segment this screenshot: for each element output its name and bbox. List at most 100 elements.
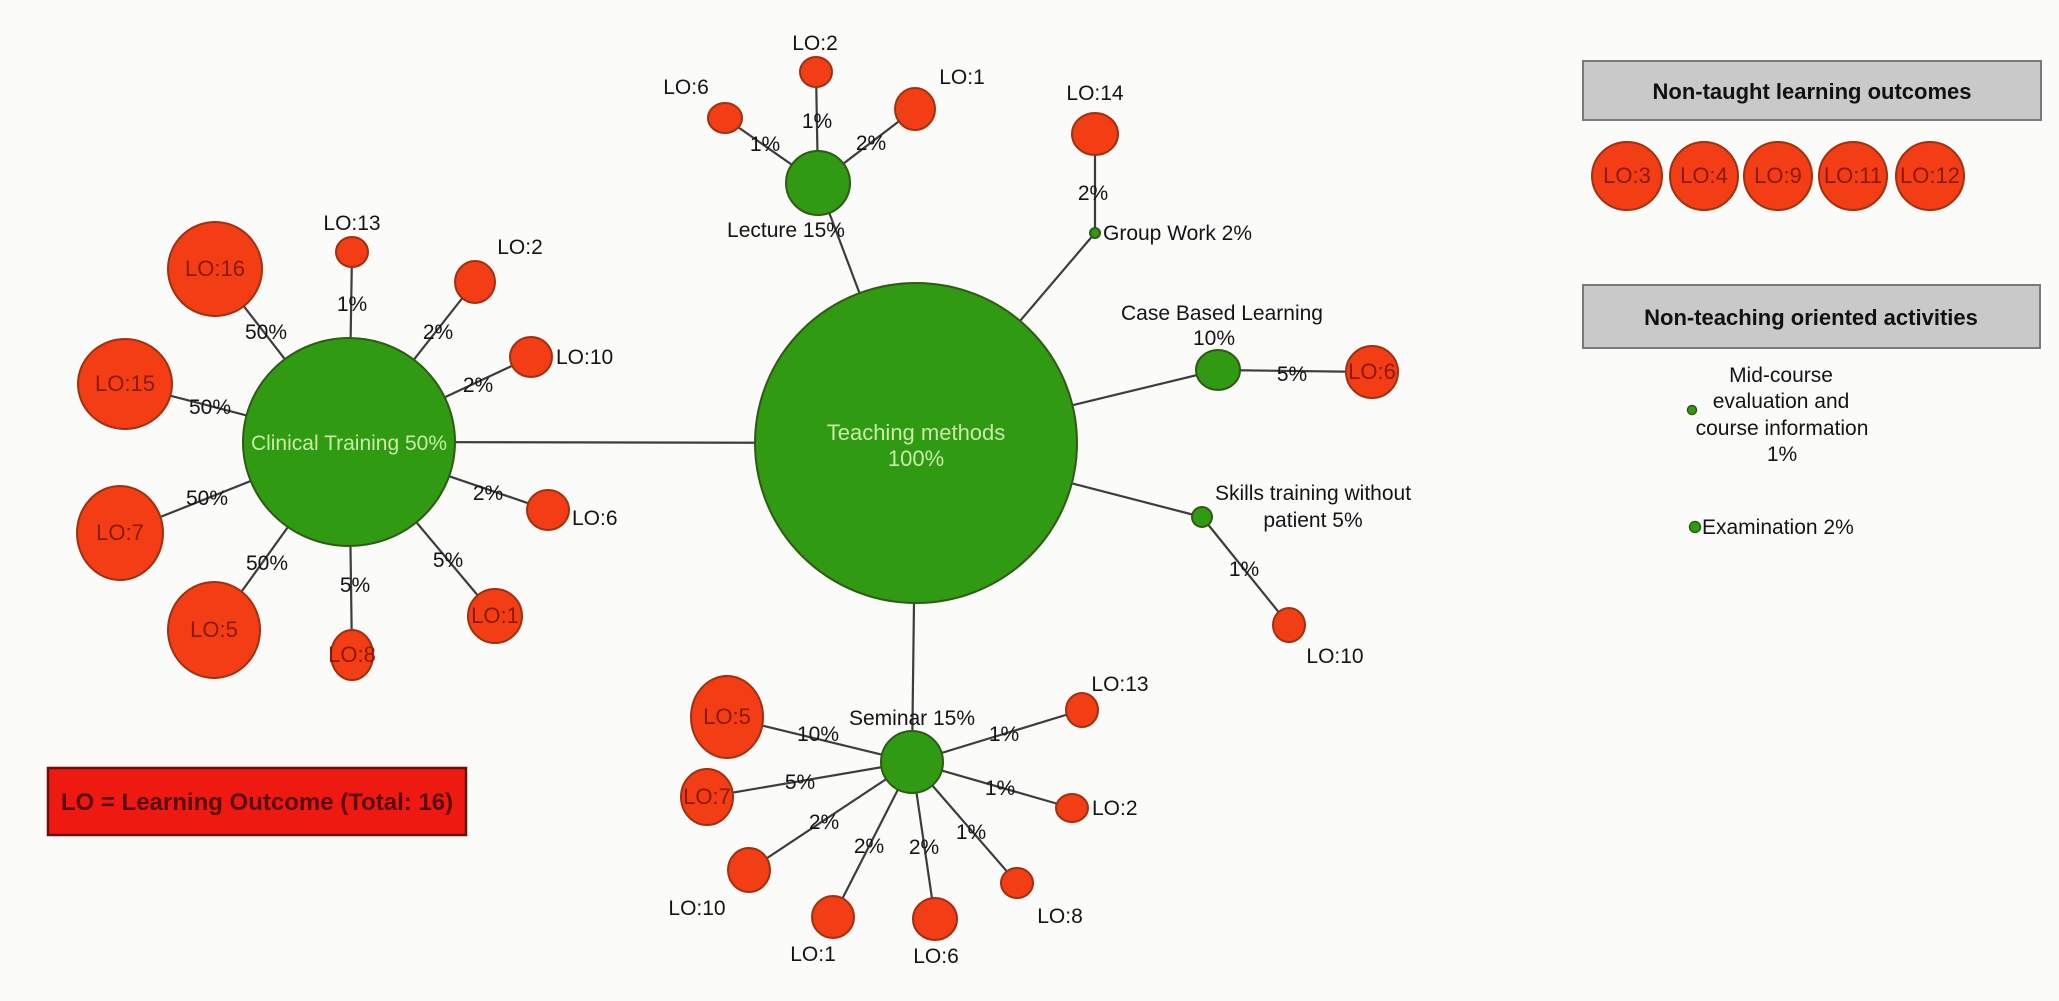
non-teaching-activities-panel-title: Non-teaching oriented activities — [1644, 305, 1978, 330]
skills-training-node — [1191, 506, 1213, 528]
non-taught-lo4-node — [1669, 141, 1739, 211]
edge-weight-label-clinical-c6: 2% — [473, 482, 503, 505]
group-work-node-label: Group Work 2% — [1103, 222, 1252, 245]
non-taught-outcomes-panel — [1582, 60, 2042, 121]
edge-weight-label-lecture-l1: 2% — [856, 132, 886, 155]
edge-weight-label-skills-sk10: 1% — [1229, 558, 1259, 581]
clinical-lo10-node-label: LO:10 — [556, 346, 613, 369]
clinical-lo7-node-label: LO:7 — [96, 520, 144, 545]
lecture-lo6-node — [707, 102, 743, 134]
seminar-lo10-node-label: LO:10 — [668, 897, 725, 920]
lecture-lo1-node — [894, 87, 936, 131]
mid-course-evaluation-label: Mid-course — [1729, 364, 1833, 387]
seminar-lo8-node — [1000, 867, 1034, 899]
non-taught-outcomes-panel-title: Non-taught learning outcomes — [1653, 79, 1972, 104]
edge-weight-label-seminar-s8: 1% — [956, 821, 986, 844]
seminar-node — [880, 730, 944, 794]
clinical-lo7-node — [76, 485, 164, 581]
seminar-lo13-node — [1065, 692, 1099, 728]
seminar-lo1-node-label: LO:1 — [790, 943, 836, 966]
edge-skills-sk10 — [1201, 516, 1290, 626]
clinical-lo16-node-label: LO:16 — [185, 256, 245, 281]
lecture-lo2-node-label: LO:2 — [792, 32, 838, 55]
case-based-lo6-node — [1345, 345, 1399, 399]
non-taught-lo12-node-label: LO:12 — [1900, 163, 1960, 188]
mid-course-evaluation-label: course information — [1696, 417, 1869, 440]
edge-weight-label-lecture-l2: 1% — [802, 110, 832, 133]
edge-weight-label-clinical-c10: 2% — [463, 374, 493, 397]
group-work-lo14-node-label: LO:14 — [1066, 82, 1124, 105]
edge-seminar-s10 — [748, 761, 913, 871]
clinical-lo8-node-label: LO:8 — [328, 642, 376, 667]
clinical-lo13-node — [335, 236, 369, 268]
clinical-lo16-node — [167, 221, 263, 317]
mid-course-evaluation-dot — [1686, 404, 1698, 416]
seminar-lo7-node-label: LO:7 — [683, 784, 731, 809]
edge-weight-label-cbl-cbl6: 5% — [1277, 363, 1307, 386]
skills-lo10-node — [1272, 607, 1306, 643]
edge-weight-label-seminar-s6: 2% — [909, 836, 939, 859]
skills-training-node-label: patient 5% — [1263, 509, 1362, 532]
mid-course-evaluation-label: 1% — [1767, 443, 1797, 466]
case-based-lo6-node-label: LO:6 — [1348, 359, 1396, 384]
examination-label: Examination 2% — [1702, 516, 1854, 539]
edge-weight-label-seminar-s7: 5% — [785, 771, 815, 794]
panels-layer: Non-taught learning outcomes Non-teaching… — [46, 60, 2042, 837]
group-work-lo14-node — [1071, 112, 1119, 156]
non-teaching-activities-panel — [1582, 284, 2041, 349]
seminar-lo10-node — [727, 847, 771, 893]
group-work-node — [1089, 227, 1101, 239]
seminar-lo6-node — [912, 897, 958, 941]
teaching-methods-node-label: 100% — [888, 446, 944, 471]
legend-box — [46, 766, 468, 837]
clinical-lo5-node-label: LO:5 — [190, 617, 238, 642]
skills-lo10-node-label: LO:10 — [1306, 645, 1363, 668]
clinical-lo5-node — [167, 581, 261, 679]
lecture-node — [785, 150, 851, 216]
examination-dot — [1688, 520, 1702, 534]
seminar-lo5-node-label: LO:5 — [703, 704, 751, 729]
clinical-lo1-node-label: LO:1 — [471, 603, 519, 628]
edge-weight-label-seminar-s13: 1% — [989, 723, 1019, 746]
clinical-lo8-node — [330, 629, 374, 681]
clinical-lo2-node-label: LO:2 — [497, 236, 543, 259]
non-taught-lo11-node — [1818, 141, 1888, 211]
case-based-learning-node — [1195, 349, 1241, 391]
non-taught-lo11-node-label: LO:11 — [1824, 163, 1882, 188]
edge-weight-label-clinical-c7: 50% — [186, 487, 228, 510]
clinical-training-node-label: Clinical Training 50% — [251, 432, 447, 455]
non-taught-lo9-node — [1743, 141, 1813, 211]
skills-training-node-label: Skills training without — [1215, 482, 1411, 505]
clinical-training-node — [242, 337, 456, 547]
seminar-node-label: Seminar 15% — [849, 707, 975, 730]
edge-weight-label-clinical-c5: 50% — [246, 552, 288, 575]
seminar-lo6-node-label: LO:6 — [913, 945, 959, 968]
non-taught-lo12-node — [1895, 141, 1965, 211]
clinical-lo15-node-label: LO:15 — [95, 371, 155, 396]
mid-course-evaluation-label: evaluation and — [1713, 390, 1850, 413]
non-taught-lo9-node-label: LO:9 — [1754, 163, 1802, 188]
lecture-lo1-node-label: LO:1 — [939, 66, 985, 89]
seminar-lo7-node — [680, 768, 734, 826]
edge-weight-label-clinical-c13: 1% — [337, 293, 367, 316]
edge-labels-layer: 50% 1% 2% 2% 50% 50% 50% 5% 5% 2% 1% 1% 2% 2% 5% 1% 10% 5… — [186, 110, 1307, 859]
clinical-lo13-node-label: LO:13 — [323, 212, 380, 235]
edge-weight-label-groupwork-gw14: 2% — [1078, 182, 1108, 205]
clinical-lo15-node — [77, 338, 173, 430]
non-taught-lo4-node-label: LO:4 — [1680, 163, 1728, 188]
legend-text: LO = Learning Outcome (Total: 16) — [61, 789, 453, 816]
edge-weight-label-lecture-l6: 1% — [750, 133, 780, 156]
clinical-lo2-node — [454, 260, 496, 304]
seminar-lo1-node — [811, 895, 855, 939]
seminar-lo2-node-label: LO:2 — [1092, 797, 1138, 820]
edge-weight-label-clinical-c2: 2% — [423, 321, 453, 344]
clinical-lo6-node — [526, 489, 570, 531]
edge-weight-label-clinical-c8: 5% — [340, 574, 370, 597]
teaching-methods-node — [754, 282, 1078, 604]
seminar-lo8-node-label: LO:8 — [1037, 905, 1083, 928]
case-based-learning-node-label: Case Based Learning — [1121, 302, 1323, 325]
edge-weight-label-clinical-c16: 50% — [245, 321, 287, 344]
edge-seminar-s7 — [706, 760, 913, 799]
lecture-node-label: Lecture 15% — [727, 219, 845, 242]
